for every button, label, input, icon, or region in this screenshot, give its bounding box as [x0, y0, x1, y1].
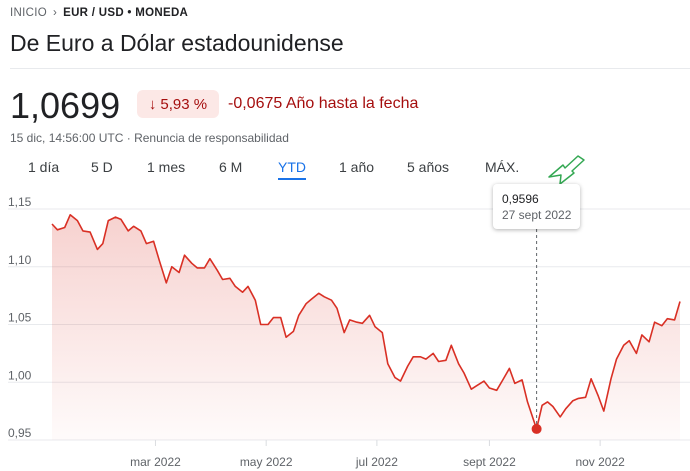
tab-5-days[interactable]: 5 D	[91, 159, 113, 175]
breadcrumb-home-link[interactable]: INICIO	[10, 7, 47, 19]
y-tick-label: 1,10	[8, 253, 32, 267]
x-tick-label: jul 2022	[355, 455, 398, 469]
current-price: 1,0699	[10, 85, 121, 126]
tab-max[interactable]: MÁX.	[485, 159, 520, 175]
y-tick-label: 0,95	[8, 426, 32, 440]
tooltip-value: 0,9596	[502, 192, 539, 206]
change-percent-badge: ↓ 5,93 %	[137, 90, 219, 118]
tab-5-years[interactable]: 5 años	[407, 159, 450, 175]
tab-6-months[interactable]: 6 M	[219, 159, 243, 175]
tab-ytd[interactable]: YTD	[278, 156, 306, 184]
breadcrumb-separator-icon: ›	[52, 7, 58, 19]
x-tick-label: nov 2022	[575, 455, 625, 469]
y-tick-label: 1,00	[8, 368, 32, 382]
timestamp: 15 dic, 14:56:00 UTC	[10, 131, 124, 145]
breadcrumb: INICIO › EUR / USD • MONEDA	[10, 7, 188, 19]
hover-point	[531, 423, 542, 434]
x-tick-label: sept 2022	[463, 455, 516, 469]
change-text: -0,0675 Año hasta la fecha	[228, 95, 419, 112]
breadcrumb-current: EUR / USD • MONEDA	[63, 7, 189, 19]
tab-1-day[interactable]: 1 día	[28, 159, 60, 175]
y-tick-label: 1,15	[8, 195, 32, 209]
change-percent: 5,93 %	[160, 95, 208, 113]
tooltip-date: 27 sept 2022	[502, 208, 572, 222]
range-tabs: 1 día 5 D 1 mes 6 M YTD 1 año 5 años MÁX…	[0, 156, 690, 186]
series-area	[52, 214, 680, 440]
x-tick-label: mar 2022	[130, 455, 181, 469]
disclaimer-link[interactable]: Renuncia de responsabilidad	[134, 131, 289, 145]
arrow-down-icon: ↓	[148, 95, 157, 113]
x-tick-label: may 2022	[240, 455, 293, 469]
meta-separator: ·	[126, 131, 131, 145]
hover-tooltip: 0,9596 27 sept 2022	[493, 184, 580, 229]
x-axis-ticks: mar 2022 may 2022 jul 2022 sept 2022 nov 202…	[130, 440, 625, 469]
tab-1-month[interactable]: 1 mes	[147, 159, 186, 175]
divider	[10, 68, 690, 69]
price-meta: 15 dic, 14:56:00 UTC · Renuncia de respo…	[10, 131, 289, 145]
annotation-arrow-icon	[548, 155, 585, 185]
y-axis-ticks: 0,95 1,00 1,05 1,10 1,15	[8, 195, 32, 440]
tab-1-year[interactable]: 1 año	[339, 159, 375, 175]
y-tick-label: 1,05	[8, 311, 32, 325]
page-title: De Euro a Dólar estadounidense	[10, 30, 344, 56]
series-line	[51, 214, 681, 430]
